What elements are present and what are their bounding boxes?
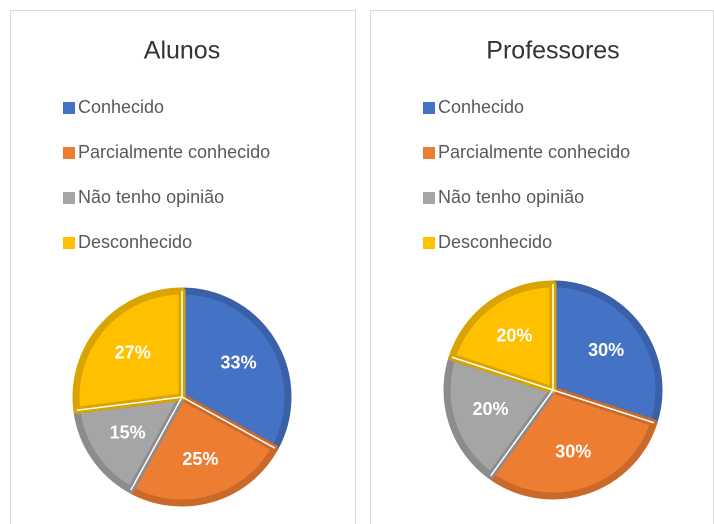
slice-separator bbox=[76, 396, 183, 412]
data-label: 30% bbox=[555, 441, 591, 461]
slice-separator bbox=[181, 396, 276, 449]
data-label: 25% bbox=[182, 449, 218, 469]
pie-slice bbox=[487, 386, 658, 500]
legend-label: Não tenho opinião bbox=[438, 187, 584, 207]
pie-slice bbox=[448, 280, 557, 394]
pie-slice bbox=[72, 287, 186, 414]
pie-slice bbox=[443, 353, 557, 480]
pie-slice bbox=[127, 393, 279, 507]
legend-swatch bbox=[423, 237, 435, 249]
legend-label: Conhecido bbox=[78, 97, 164, 117]
pie-slice bbox=[73, 393, 186, 494]
slice-separator bbox=[490, 389, 554, 477]
legend-swatch bbox=[63, 192, 75, 204]
data-label: 27% bbox=[115, 342, 151, 362]
panel-border bbox=[10, 10, 356, 524]
legend-label: Parcialmente conhecido bbox=[78, 142, 270, 162]
chart-title: Professores bbox=[486, 37, 619, 65]
legend-label: Parcialmente conhecido bbox=[438, 142, 630, 162]
legend-swatch bbox=[423, 147, 435, 159]
legend-swatch bbox=[423, 192, 435, 204]
data-label: 20% bbox=[496, 326, 532, 346]
legend-swatch bbox=[423, 102, 435, 114]
data-label: 15% bbox=[110, 423, 146, 443]
data-label: 33% bbox=[221, 352, 257, 372]
data-label: 30% bbox=[588, 340, 624, 360]
slice-separator bbox=[130, 396, 183, 491]
chart-title: Alunos bbox=[144, 37, 220, 65]
data-label: 20% bbox=[472, 399, 508, 419]
slice-separator bbox=[451, 356, 554, 391]
legend-label: Desconhecido bbox=[438, 232, 552, 252]
slice-separator bbox=[552, 389, 655, 424]
legend-label: Desconhecido bbox=[78, 232, 192, 252]
pie-slice bbox=[549, 280, 663, 427]
legend-label: Conhecido bbox=[438, 97, 524, 117]
legend-swatch bbox=[63, 237, 75, 249]
legend-swatch bbox=[63, 102, 75, 114]
legend-swatch bbox=[63, 147, 75, 159]
legend-label: Não tenho opinião bbox=[78, 187, 224, 207]
